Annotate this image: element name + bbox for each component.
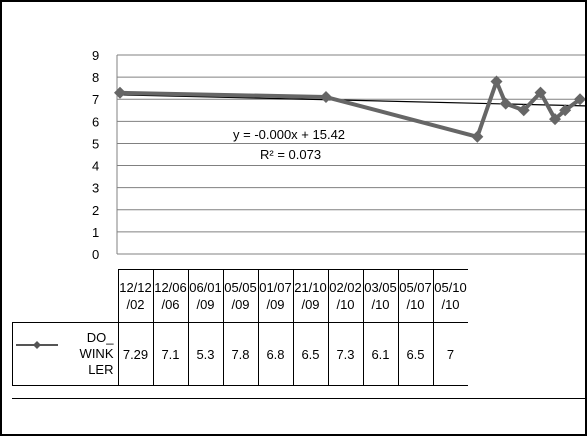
data-point-marker xyxy=(319,91,332,104)
y-tick-label: 2 xyxy=(92,203,99,218)
y-tick-label: 8 xyxy=(92,70,99,85)
data-table-series-cell: DO_ WINK LER xyxy=(12,322,119,386)
data-table-value-row: DO_ WINK LER 7.29 7.1 5.3 7.8 6.8 6.5 7.3 6.1 6.… xyxy=(12,322,468,386)
trendline-equation: y = -0.000x + 15.42 xyxy=(233,127,345,142)
data-point-marker xyxy=(490,75,503,88)
data-point-marker xyxy=(534,86,547,99)
data-table: 12/12 /02 12/06 /06 06/01 /09 05/05 /09 01/0… xyxy=(12,269,468,386)
y-tick-label: 9 xyxy=(92,48,99,63)
y-tick-label: 0 xyxy=(92,247,99,262)
axes xyxy=(116,55,585,255)
y-tick-label: 7 xyxy=(92,92,99,107)
data-point-marker xyxy=(559,104,572,117)
data-table-category-row: 12/12 /02 12/06 /06 06/01 /09 05/05 /09 01/0… xyxy=(12,269,468,323)
gridlines xyxy=(117,54,585,233)
data-table-category-cell: 05/10 /10 xyxy=(432,269,468,323)
y-tick-label: 5 xyxy=(92,136,99,151)
y-tick-label: 3 xyxy=(92,181,99,196)
data-table-category-cell: 06/01 /09 xyxy=(187,269,224,323)
y-tick-label: 4 xyxy=(92,159,99,174)
y-tick-label: 6 xyxy=(92,114,99,129)
data-table-corner xyxy=(12,269,119,323)
series-do-winkler xyxy=(114,75,585,143)
data-point-marker xyxy=(471,130,484,143)
trendline-r-squared: R² = 0.073 xyxy=(260,147,321,162)
data-table-value-cell: 7.3 xyxy=(327,322,364,386)
data-table-category-cell: 12/06 /06 xyxy=(152,269,189,323)
y-axis-ticks: 0 1 2 3 4 5 6 7 8 9 xyxy=(92,48,99,262)
data-table-category-cell: 21/10 /09 xyxy=(292,269,329,323)
chart-plot: 0 1 2 3 4 5 6 7 8 9 y = -0.000x + 15.42 R² = 0.07… xyxy=(92,48,585,262)
data-point-marker xyxy=(114,86,126,99)
data-table-value-cell: 6.8 xyxy=(257,322,294,386)
data-table-value-cell: 6.5 xyxy=(397,322,434,386)
data-table-category-cell: 01/07 /09 xyxy=(257,269,294,323)
y-tick-label: 1 xyxy=(92,225,99,240)
table-bottom-border xyxy=(12,398,585,399)
data-point-marker xyxy=(549,113,562,126)
data-table-value-cell: 6.1 xyxy=(362,322,399,386)
data-point-marker xyxy=(517,104,530,117)
legend-series-name: DO_ WINK LER xyxy=(79,330,114,377)
data-table-category-cell: 03/05 /10 xyxy=(362,269,399,323)
data-table-category-cell: 05/07 /10 xyxy=(397,269,434,323)
data-table-value-cell: 6.5 xyxy=(292,322,329,386)
data-table-value-cell: 7.1 xyxy=(152,322,189,386)
data-table-category-cell: 12/12 /02 xyxy=(117,269,154,323)
data-table-value-cell: 5.3 xyxy=(187,322,224,386)
legend-marker-icon xyxy=(16,341,58,349)
data-table-value-cell: 7.29 xyxy=(117,322,154,386)
data-table-category-cell: 02/02 /10 xyxy=(327,269,364,323)
data-table-value-cell: 7 xyxy=(432,322,468,386)
series-line xyxy=(119,79,582,139)
data-point-marker xyxy=(499,97,512,110)
data-point-marker xyxy=(574,93,585,106)
data-table-value-cell: 7.8 xyxy=(222,322,259,386)
data-table-category-cell: 05/05 /09 xyxy=(222,269,259,323)
